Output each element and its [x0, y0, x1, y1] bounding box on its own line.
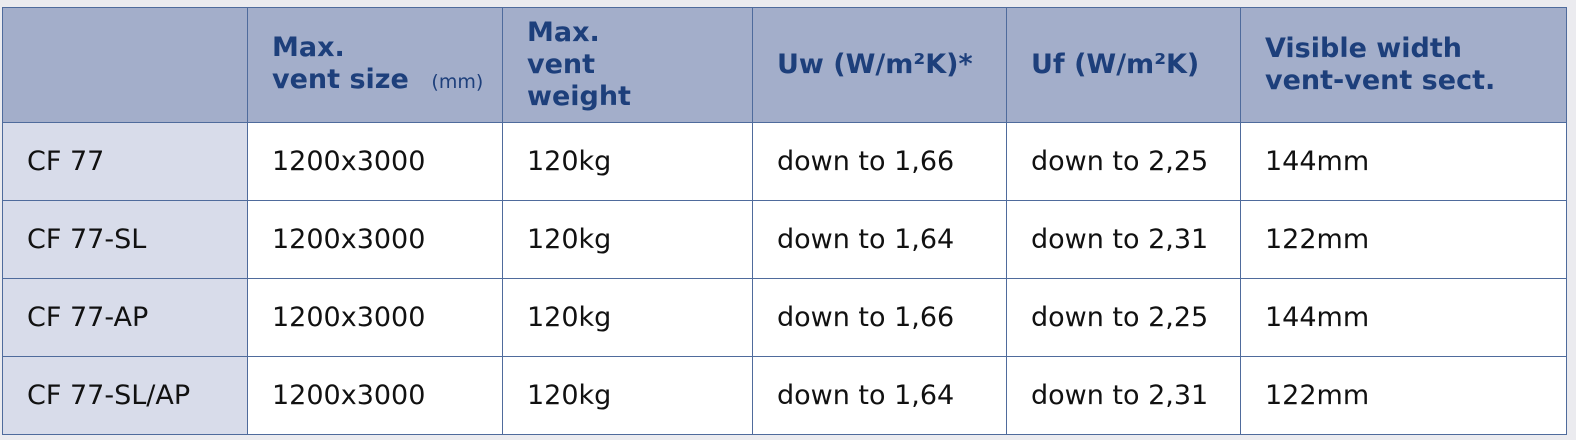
- row-label: CF 77-SL: [2, 200, 248, 279]
- header-label: Visible width vent-vent sect.: [1265, 33, 1496, 96]
- table-cell: 122mm: [1240, 356, 1567, 435]
- header-label: Uw (W/m²K)*: [777, 49, 973, 80]
- header-unit: (mm): [431, 71, 484, 93]
- table-row: CF 77-SL 1200x3000 120kg down to 1,64 down t…: [2, 200, 1567, 279]
- header-cell-blank: [2, 7, 248, 123]
- header-uf: Uf (W/m²K): [1006, 7, 1241, 123]
- table-row: CF 77-SL/AP 1200x3000 120kg down to 1,64 dow…: [2, 356, 1567, 435]
- table-row: CF 77-AP 1200x3000 120kg down to 1,66 down t…: [2, 278, 1567, 357]
- table-cell: 1200x3000: [247, 200, 503, 279]
- table-cell: down to 2,25: [1006, 122, 1241, 201]
- header-row: Max. vent size (mm) Max. vent weight Uw …: [2, 7, 1567, 123]
- table-cell: down to 1,66: [752, 122, 1007, 201]
- table-cell: 120kg: [502, 122, 753, 201]
- table-cell: 120kg: [502, 356, 753, 435]
- table-cell: down to 1,66: [752, 278, 1007, 357]
- row-label: CF 77-SL/AP: [2, 356, 248, 435]
- table-cell: 144mm: [1240, 278, 1567, 357]
- table-cell: 122mm: [1240, 200, 1567, 279]
- header-visible-width: Visible width vent-vent sect.: [1240, 7, 1567, 123]
- header-label: Max. vent size: [272, 32, 409, 95]
- table-cell: 144mm: [1240, 122, 1567, 201]
- table-cell: down to 1,64: [752, 200, 1007, 279]
- table-cell: 1200x3000: [247, 122, 503, 201]
- table-cell: down to 2,31: [1006, 200, 1241, 279]
- specs-table: Max. vent size (mm) Max. vent weight Uw …: [2, 7, 1567, 435]
- row-label: CF 77: [2, 122, 248, 201]
- header-uw: Uw (W/m²K)*: [752, 7, 1007, 123]
- table-cell: 1200x3000: [247, 278, 503, 357]
- table-cell: 1200x3000: [247, 356, 503, 435]
- table-cell: 120kg: [502, 278, 753, 357]
- table-cell: down to 2,31: [1006, 356, 1241, 435]
- table-cell: 120kg: [502, 200, 753, 279]
- header-label: Max. vent weight: [527, 17, 631, 112]
- header-max-vent-size: Max. vent size (mm): [247, 7, 503, 123]
- header-label: Uf (W/m²K): [1031, 49, 1200, 80]
- table-cell: down to 2,25: [1006, 278, 1241, 357]
- table-row: CF 77 1200x3000 120kg down to 1,66 down to 2…: [2, 122, 1567, 201]
- header-max-vent-weight: Max. vent weight: [502, 7, 753, 123]
- table-cell: down to 1,64: [752, 356, 1007, 435]
- row-label: CF 77-AP: [2, 278, 248, 357]
